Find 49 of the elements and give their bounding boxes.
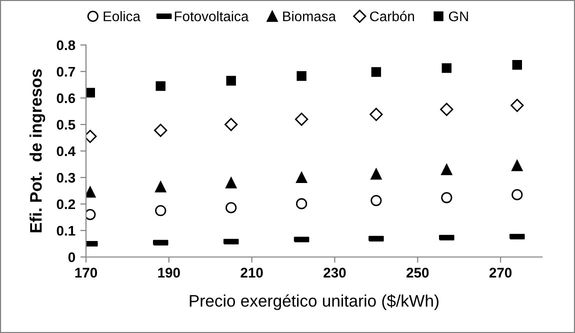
legend-label: Fotovoltaica [174, 11, 249, 22]
y-tick-label: 0.6 [56, 93, 76, 104]
point [440, 102, 454, 116]
point [155, 181, 166, 192]
y-tick-label: 0.2 [56, 199, 76, 210]
point [156, 81, 166, 91]
point [370, 108, 383, 122]
point [294, 112, 308, 126]
x-tick-label: 270 [489, 268, 512, 278]
point [296, 71, 306, 81]
x-tick-label: 250 [406, 268, 429, 278]
point [370, 168, 382, 180]
y-tick-label: 0.4 [56, 146, 76, 156]
point [510, 98, 524, 112]
point [370, 195, 382, 206]
y-tick-label: 0.3 [56, 172, 76, 183]
point [296, 198, 308, 210]
y-axis-title: Efi. Pot. de ingresos [30, 69, 46, 232]
y-tick-label: 0.5 [56, 120, 76, 130]
x-tick-label: 170 [75, 268, 98, 278]
point [226, 76, 236, 86]
y-tick-label: 0.8 [56, 40, 76, 50]
point [441, 192, 452, 204]
point [224, 118, 238, 132]
legend-label: Carbón [370, 10, 414, 22]
point [154, 124, 168, 137]
y-tick-label: 0.1 [56, 226, 76, 236]
point [86, 209, 96, 220]
point [155, 205, 166, 216]
x-tick-label: 210 [240, 268, 263, 278]
point [226, 202, 237, 214]
x-tick-label: 230 [324, 268, 346, 278]
point [442, 63, 452, 73]
legend-label: Biomasa [283, 11, 336, 22]
point [86, 186, 96, 198]
point [86, 88, 96, 98]
legend-label: GN [448, 11, 468, 22]
point [512, 189, 523, 200]
point [371, 67, 382, 77]
legend-label: Eolica [104, 11, 140, 22]
point [441, 164, 452, 176]
point [226, 177, 237, 188]
x-axis-title: Precio exergético unitario ($/kWh) [190, 294, 438, 310]
point [512, 160, 523, 172]
point [512, 60, 522, 70]
point [296, 172, 308, 184]
x-tick-label: 190 [158, 268, 180, 278]
y-tick-label: 0.7 [56, 66, 75, 77]
y-tick-label: 0 [68, 252, 76, 262]
